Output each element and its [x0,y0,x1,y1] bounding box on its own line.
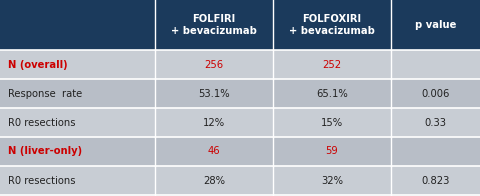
Text: N (liver-only): N (liver-only) [8,146,82,156]
Bar [0,0,155,50]
Bar [155,0,273,50]
Bar [0,108,480,137]
Text: FOLFIRI
+ bevacizumab: FOLFIRI + bevacizumab [171,14,257,36]
Text: 0.006: 0.006 [421,89,450,99]
Text: 0.823: 0.823 [421,175,450,185]
Text: 15%: 15% [321,117,343,128]
Bar [0,50,480,79]
Text: FOLFOXIRI
+ bevacizumab: FOLFOXIRI + bevacizumab [289,14,375,36]
Text: 256: 256 [204,60,224,70]
Text: R0 resections: R0 resections [8,175,75,185]
Text: N (overall): N (overall) [8,60,68,70]
Text: 65.1%: 65.1% [316,89,348,99]
Text: R0 resections: R0 resections [8,117,75,128]
Bar [0,137,480,166]
Text: p value: p value [415,20,456,30]
Text: 46: 46 [208,146,220,156]
Text: 0.33: 0.33 [424,117,446,128]
Text: 59: 59 [325,146,338,156]
Bar [0,166,480,195]
Bar [391,0,480,50]
Bar [273,0,391,50]
Text: 12%: 12% [203,117,225,128]
Bar [0,79,480,108]
Text: 28%: 28% [203,175,225,185]
Text: 32%: 32% [321,175,343,185]
Text: 53.1%: 53.1% [198,89,230,99]
Text: 252: 252 [323,60,342,70]
Text: Response  rate: Response rate [8,89,82,99]
